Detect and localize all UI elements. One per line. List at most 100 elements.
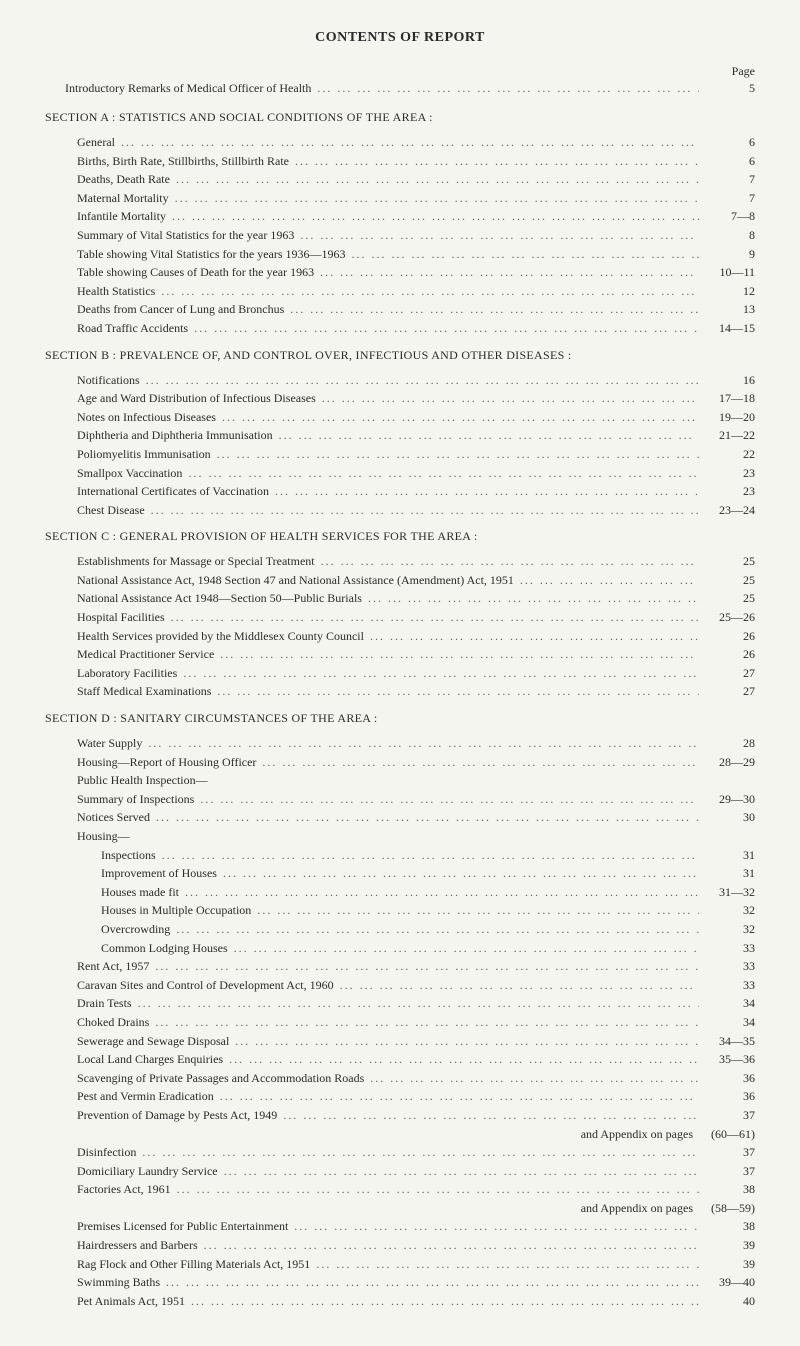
- dot-leader: ... ... ... ... ... ... ... ... ... ... …: [284, 300, 699, 319]
- toc-label: Deaths, Death Rate: [77, 170, 170, 189]
- toc-row: Notifications... ... ... ... ... ... ...…: [45, 371, 755, 390]
- toc-row: Houses made fit... ... ... ... ... ... .…: [45, 883, 755, 902]
- dot-leader: ... ... ... ... ... ... ... ... ... ... …: [214, 645, 699, 664]
- toc-page: 21—22: [699, 426, 755, 445]
- dot-leader: ... ... ... ... ... ... ... ... ... ... …: [115, 133, 699, 152]
- toc-page: 34—35: [699, 1032, 755, 1051]
- toc-row: Inspections... ... ... ... ... ... ... .…: [45, 846, 755, 865]
- dot-leader: ... ... ... ... ... ... ... ... ... ... …: [150, 808, 699, 827]
- toc-page: 8: [699, 226, 755, 245]
- toc-page: 36: [699, 1069, 755, 1088]
- toc-page: 29—30: [699, 790, 755, 809]
- toc-row: and Appendix on pages(60—61): [45, 1125, 755, 1144]
- toc-label: Road Traffic Accidents: [77, 319, 188, 338]
- toc-row: Prevention of Damage by Pests Act, 1949.…: [45, 1106, 755, 1125]
- dot-leader: ... ... ... ... ... ... ... ... ... ... …: [223, 1050, 699, 1069]
- dot-leader: ... ... ... ... ... ... ... ... ... ... …: [170, 170, 699, 189]
- toc-label: Scavenging of Private Passages and Accom…: [77, 1069, 364, 1088]
- intro-row: Introductory Remarks of Medical Officer …: [45, 81, 755, 96]
- toc-label: Maternal Mortality: [77, 189, 169, 208]
- toc-page: 25: [699, 589, 755, 608]
- toc-page: 31—32: [699, 883, 755, 902]
- toc-label: Common Lodging Houses: [101, 939, 228, 958]
- toc-label: Rent Act, 1957: [77, 957, 149, 976]
- toc-row: Maternal Mortality... ... ... ... ... ..…: [45, 189, 755, 208]
- toc-label: Hospital Facilities: [77, 608, 165, 627]
- section-entries: Establishments for Massage or Special Tr…: [45, 552, 755, 701]
- toc-page: 27: [699, 664, 755, 683]
- dot-leader: ... ... ... ... ... ... ... ... ... ... …: [316, 389, 699, 408]
- dot-leader: ... ... ... ... ... ... ... ... ... ... …: [294, 226, 699, 245]
- dot-leader: ... ... ... ... ... ... ... ... ... ... …: [334, 976, 699, 995]
- dot-leader: ... ... ... ... ... ... ... ... ... ... …: [364, 1069, 699, 1088]
- toc-label: Table showing Causes of Death for the ye…: [77, 263, 314, 282]
- intro-label: Introductory Remarks of Medical Officer …: [45, 81, 311, 96]
- toc-row: Premises Licensed for Public Entertainme…: [45, 1217, 755, 1236]
- toc-label: Overcrowding: [101, 920, 170, 939]
- toc-label: Health Services provided by the Middlese…: [77, 627, 364, 646]
- toc-row: Summary of Inspections... ... ... ... ..…: [45, 790, 755, 809]
- dot-leader: ... ... ... ... ... ... ... ... ... ... …: [170, 920, 699, 939]
- toc-page: 35—36: [699, 1050, 755, 1069]
- toc-page: 13: [699, 300, 755, 319]
- toc-row: Disinfection... ... ... ... ... ... ... …: [45, 1143, 755, 1162]
- section-entries: General... ... ... ... ... ... ... ... .…: [45, 133, 755, 338]
- toc-page: 7: [699, 170, 755, 189]
- toc-label: Diphtheria and Diphtheria Immunisation: [77, 426, 273, 445]
- dot-leader: ... ... ... ... ... ... ... ... ... ... …: [194, 790, 699, 809]
- appendix-note: and Appendix on pages: [581, 1201, 693, 1215]
- toc-label: Sewerage and Sewage Disposal: [77, 1032, 229, 1051]
- toc-page: 38: [699, 1217, 755, 1236]
- toc-page: 26: [699, 627, 755, 646]
- dot-leader: ... ... ... ... ... ... ... ... ... ... …: [211, 445, 699, 464]
- dot-leader: ... ... ... ... ... ... ... ... ... ... …: [182, 464, 699, 483]
- toc-page: 26: [699, 645, 755, 664]
- toc-page: 27: [699, 682, 755, 701]
- toc-row: Housing—Report of Housing Officer... ...…: [45, 753, 755, 772]
- toc-row: Deaths from Cancer of Lung and Bronchus.…: [45, 300, 755, 319]
- toc-label: Summary of Inspections: [77, 790, 194, 809]
- appendix-note: and Appendix on pages: [581, 1127, 693, 1141]
- toc-row: Poliomyelitis Immunisation... ... ... ..…: [45, 445, 755, 464]
- toc-page: 28—29: [699, 753, 755, 772]
- dot-leader: ... ... ... ... ... ... ... ... ... ... …: [251, 901, 699, 920]
- toc-page: 33: [699, 939, 755, 958]
- toc-label: Local Land Charges Enquiries: [77, 1050, 223, 1069]
- toc-page: 28: [699, 734, 755, 753]
- dot-leader: ... ... ... ... ... ... ... ... ... ... …: [214, 1087, 699, 1106]
- dot-leader: ... ... ... ... ... ... ... ... ... ... …: [228, 939, 699, 958]
- toc-page: (58—59): [699, 1199, 755, 1218]
- section-entries: Water Supply... ... ... ... ... ... ... …: [45, 734, 755, 1310]
- dot-leader: ... ... ... ... ... ... ... ... ... ... …: [145, 501, 699, 520]
- toc-label: Housing—: [77, 827, 130, 846]
- toc-page: 14—15: [699, 319, 755, 338]
- toc-page: 37: [699, 1162, 755, 1181]
- dot-leader: ... ... ... ... ... ... ... ... ... ... …: [277, 1106, 699, 1125]
- toc-row: Hospital Facilities... ... ... ... ... .…: [45, 608, 755, 627]
- toc-row: Health Statistics... ... ... ... ... ...…: [45, 282, 755, 301]
- toc-page: 32: [699, 901, 755, 920]
- dot-leader: ... ... ... ... ... ... ... ... ... ... …: [216, 408, 699, 427]
- toc-row: Scavenging of Private Passages and Accom…: [45, 1069, 755, 1088]
- toc-row: National Assistance Act, 1948 Section 47…: [45, 571, 755, 590]
- dot-leader: ... ... ... ... ... ... ... ... ... ... …: [362, 589, 699, 608]
- dot-leader: ... ... ... ... ... ... ... ... ... ... …: [166, 207, 699, 226]
- toc-label: Rag Flock and Other Filling Materials Ac…: [77, 1255, 310, 1274]
- intro-page: 5: [699, 81, 755, 96]
- toc-page: 6: [699, 152, 755, 171]
- toc-page: 38: [699, 1180, 755, 1199]
- toc-page: 40: [699, 1292, 755, 1311]
- dot-leader: ... ... ... ... ... ... ... ... ... ... …: [311, 81, 699, 96]
- dot-leader: ... ... ... ... ... ... ... ... ... ... …: [156, 846, 699, 865]
- section-heading: SECTION A : STATISTICS AND SOCIAL CONDIT…: [45, 110, 755, 125]
- dot-leader: ... ... ... ... ... ... ... ... ... ... …: [346, 245, 699, 264]
- section-heading: SECTION D : SANITARY CIRCUMSTANCES OF TH…: [45, 711, 755, 726]
- toc-label: General: [77, 133, 115, 152]
- toc-label: Hairdressers and Barbers: [77, 1236, 198, 1255]
- toc-row: Health Services provided by the Middlese…: [45, 627, 755, 646]
- toc-row: Establishments for Massage or Special Tr…: [45, 552, 755, 571]
- dot-leader: ... ... ... ... ... ... ... ... ... ... …: [211, 682, 699, 701]
- toc-row: Sewerage and Sewage Disposal... ... ... …: [45, 1032, 755, 1051]
- toc-label: International Certificates of Vaccinatio…: [77, 482, 269, 501]
- toc-page: 39—40: [699, 1273, 755, 1292]
